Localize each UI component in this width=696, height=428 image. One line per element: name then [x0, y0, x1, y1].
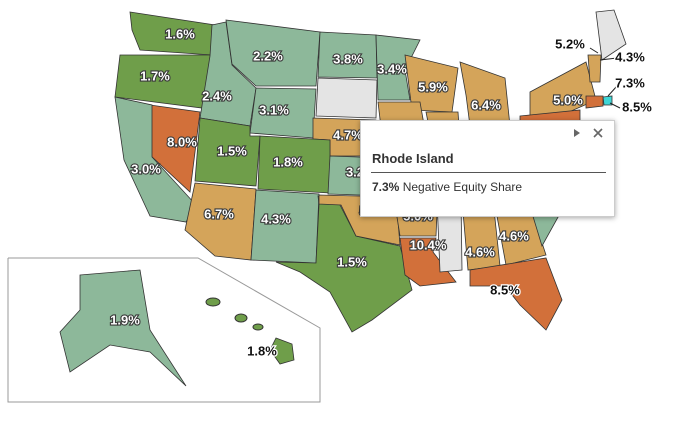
value-label: 10.4% — [410, 237, 447, 252]
value-label: 6.4% — [471, 97, 501, 112]
value-label: 4.3% — [615, 49, 645, 64]
value-label: 8.5% — [490, 282, 520, 297]
state[interactable] — [469, 257, 563, 331]
value-label: 1.9% — [110, 312, 140, 327]
value-label: 1.7% — [140, 68, 170, 83]
tooltip-divider — [371, 172, 606, 173]
value-label: 7.3% — [615, 75, 645, 90]
value-label: 3.4% — [377, 61, 407, 76]
value-label: 4.6% — [465, 244, 495, 259]
value-label: 1.5% — [337, 254, 367, 269]
state[interactable] — [399, 237, 457, 287]
tooltip-controls[interactable] — [568, 127, 608, 141]
state[interactable] — [59, 269, 187, 387]
state[interactable] — [250, 189, 320, 264]
value-label: 5.9% — [418, 79, 448, 94]
state[interactable] — [129, 11, 216, 56]
value-label: 8.5% — [622, 99, 652, 114]
state[interactable] — [375, 34, 421, 101]
tooltip-title: Rhode Island — [372, 151, 454, 166]
state[interactable] — [602, 95, 613, 106]
alaska-inset-frame — [7, 257, 321, 403]
hawaii-islands — [205, 297, 264, 331]
state[interactable] — [587, 54, 602, 83]
state — [315, 77, 378, 119]
value-label: 3.1% — [259, 102, 289, 117]
tooltip-value: 7.3% — [372, 180, 400, 194]
value-label: 1.8% — [247, 343, 277, 358]
value-label: 5.2% — [555, 36, 585, 51]
value-label: 4.3% — [261, 211, 291, 226]
value-label: 3.8% — [333, 51, 363, 66]
value-label: 5.0% — [553, 92, 583, 107]
value-label: 1.5% — [217, 143, 247, 158]
state[interactable] — [269, 337, 295, 365]
state[interactable] — [585, 95, 604, 109]
value-label: 1.8% — [273, 154, 303, 169]
tooltip: Rhode Island 7.3% Negative Equity Share — [360, 120, 615, 217]
value-label: 6.7% — [204, 206, 234, 221]
value-label: 4.7% — [333, 127, 363, 142]
state[interactable] — [459, 61, 511, 127]
state[interactable] — [529, 61, 597, 117]
state[interactable] — [184, 182, 257, 261]
state[interactable] — [225, 19, 321, 87]
leader-lines — [589, 47, 621, 109]
value-label: 4.6% — [499, 228, 529, 243]
value-label: 1.6% — [165, 26, 195, 41]
value-label: 2.4% — [202, 88, 232, 103]
tooltip-body: 7.3% Negative Equity Share — [372, 180, 522, 194]
tooltip-metric: Negative Equity Share — [402, 180, 523, 194]
value-label: 2.2% — [253, 48, 283, 63]
state[interactable] — [595, 9, 627, 61]
value-label: 8.0% — [167, 134, 197, 149]
value-label: 3.0% — [131, 161, 161, 176]
